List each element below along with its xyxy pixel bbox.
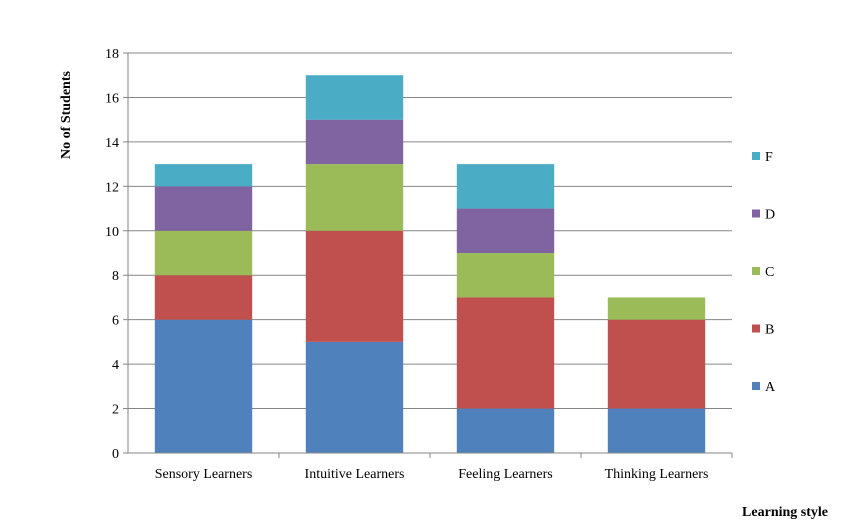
bar-sensory-learners-a — [154, 319, 253, 453]
bar-feeling-learners-b — [456, 297, 555, 409]
bar-intuitive-learners-b — [305, 230, 404, 342]
legend-label-d: D — [765, 208, 775, 223]
y-tick-label: 0 — [112, 447, 119, 462]
legend-swatch-f — [752, 152, 760, 160]
y-tick-label: 18 — [105, 47, 119, 62]
bars — [154, 75, 706, 453]
legend-swatch-a — [752, 382, 760, 390]
bar-feeling-learners-a — [456, 408, 555, 453]
y-tick-label: 2 — [112, 403, 119, 418]
bar-feeling-learners-d — [456, 208, 555, 253]
bar-thinking-learners-a — [607, 408, 706, 453]
bar-thinking-learners-b — [607, 319, 706, 409]
bar-sensory-learners-d — [154, 186, 253, 231]
y-tick-label: 12 — [105, 180, 119, 195]
bar-sensory-learners-b — [154, 275, 253, 320]
y-tick-label: 8 — [112, 269, 119, 284]
x-tick-label: Sensory Learners — [155, 467, 253, 482]
legend-swatch-d — [752, 209, 760, 218]
x-tick-label: Feeling Learners — [458, 467, 552, 482]
x-tick-label: Thinking Learners — [605, 467, 709, 482]
axes: 0 2 4 6 8 10 12 14 16 18 Sensory Learners Intuitive… — [105, 47, 733, 482]
y-tick-label: 14 — [105, 136, 119, 151]
bar-intuitive-learners-d — [305, 119, 404, 165]
bar-feeling-learners-c — [456, 253, 555, 298]
y-tick-label: 6 — [112, 314, 119, 329]
y-axis-title: No of Students — [59, 70, 74, 158]
bar-feeling-learners-f — [456, 164, 555, 209]
legend-label-a: A — [765, 380, 776, 395]
legend-label-f: F — [765, 150, 773, 165]
x-axis-title: Learning style — [742, 505, 828, 520]
bar-sensory-learners-f — [154, 164, 253, 187]
bar-intuitive-learners-a — [305, 341, 404, 453]
legend-swatch-b — [752, 324, 760, 333]
legend-label-c: C — [765, 265, 774, 280]
y-tick-label: 4 — [112, 358, 119, 373]
legend-swatch-c — [752, 267, 760, 275]
bar-intuitive-learners-c — [305, 164, 404, 231]
bar-intuitive-learners-f — [305, 75, 404, 120]
bar-sensory-learners-c — [154, 230, 253, 276]
y-tick-label: 16 — [105, 91, 119, 106]
legend-label-b: B — [765, 323, 774, 338]
legend: F D C B A — [752, 150, 776, 395]
bar-thinking-learners-c — [607, 297, 706, 320]
y-tick-label: 10 — [105, 225, 119, 240]
x-tick-label: Intuitive Learners — [305, 467, 405, 482]
